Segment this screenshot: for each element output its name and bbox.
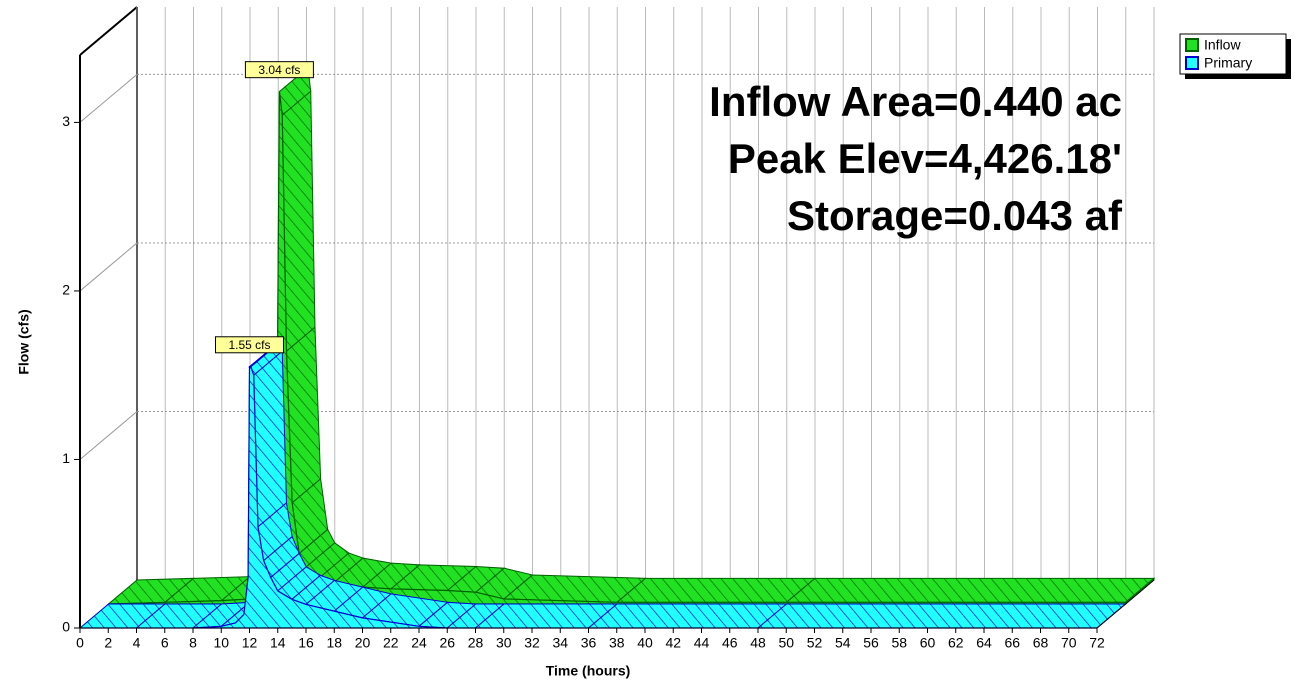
legend-label: Primary [1204, 55, 1252, 71]
legend-swatch [1185, 38, 1199, 52]
x-tick-label: 70 [1061, 635, 1077, 651]
ribbon-top [281, 90, 316, 353]
x-tick-label: 34 [552, 635, 568, 651]
legend-swatch [1185, 56, 1199, 70]
x-tick-label: 30 [496, 635, 512, 651]
peak-label-box [244, 61, 314, 79]
x-tick-label: 32 [524, 635, 540, 651]
x-tick-label: 4 [133, 635, 141, 651]
ribbon-top [615, 577, 817, 603]
peak-label-box [215, 336, 284, 354]
x-tick-label: 62 [948, 635, 964, 651]
legend-label: Inflow [1204, 37, 1241, 53]
grid-diagonal [79, 411, 138, 460]
x-tick-label: 24 [411, 635, 427, 651]
ribbon-top [587, 603, 788, 629]
x-axis-label: Time (hours) [546, 663, 631, 679]
x-tick-label: 18 [326, 635, 342, 651]
x-tick-label: 28 [468, 635, 484, 651]
x-tick-label: 20 [355, 635, 371, 651]
info-text: Inflow Area=0.440 ac [709, 78, 1122, 125]
x-tick-label: 6 [161, 635, 169, 651]
x-tick-label: 72 [1089, 635, 1105, 651]
grid-diagonal [79, 74, 138, 123]
x-tick-label: 42 [665, 635, 681, 651]
peak-label: 1.55 cfs [228, 338, 270, 352]
x-tick-label: 36 [581, 635, 597, 651]
x-tick-label: 12 [242, 635, 258, 651]
x-tick-label: 8 [189, 635, 197, 651]
x-tick-label: 66 [1004, 635, 1020, 651]
x-tick-label: 38 [609, 635, 625, 651]
x-tick-label: 60 [920, 635, 936, 651]
x-tick-label: 48 [750, 635, 766, 651]
x-tick-label: 68 [1033, 635, 1049, 651]
x-tick-label: 56 [863, 635, 879, 651]
peak-label: 3.04 cfs [258, 63, 300, 77]
info-text: Storage=0.043 af [787, 192, 1123, 239]
x-tick-label: 14 [270, 635, 286, 651]
y-tick-label: 2 [62, 282, 70, 298]
y-axis-label: Flow (cfs) [16, 309, 32, 374]
x-tick-label: 52 [807, 635, 823, 651]
grid-diagonal [79, 242, 138, 292]
ribbon-top [785, 577, 1156, 603]
x-tick-label: 44 [694, 635, 710, 651]
x-tick-label: 54 [835, 635, 851, 651]
y-tick-label: 1 [62, 450, 70, 466]
ribbon-top [756, 603, 1127, 629]
y-tick-label: 0 [62, 619, 70, 635]
x-tick-label: 0 [76, 635, 84, 651]
axis-top-diagonal [79, 6, 138, 56]
x-tick-label: 50 [778, 635, 794, 651]
x-tick-label: 22 [383, 635, 399, 651]
x-tick-label: 26 [439, 635, 455, 651]
x-tick-label: 64 [976, 635, 992, 651]
x-tick-label: 40 [637, 635, 653, 651]
x-tick-label: 2 [104, 635, 112, 651]
ribbon-top [253, 350, 287, 528]
x-tick-label: 16 [298, 635, 314, 651]
x-tick-label: 46 [722, 635, 738, 651]
info-text: Peak Elev=4,426.18' [728, 135, 1122, 182]
x-tick-label: 58 [891, 635, 907, 651]
x-tick-label: 10 [213, 635, 229, 651]
y-tick-label: 3 [62, 113, 70, 129]
floor-right [1096, 579, 1155, 629]
